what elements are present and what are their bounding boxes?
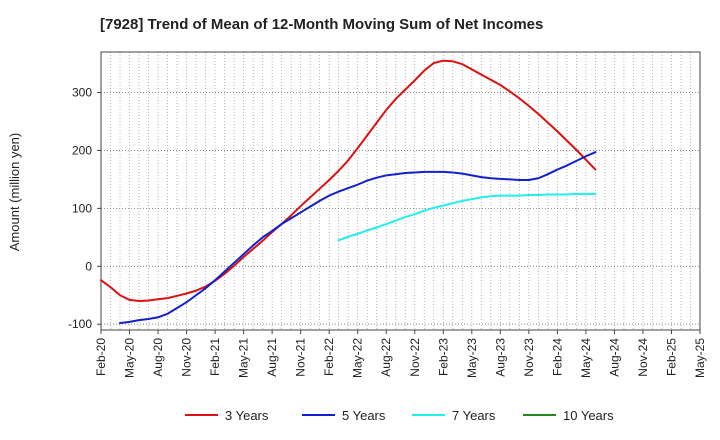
chart-title: [7928] Trend of Mean of 12-Month Moving … [100, 16, 544, 33]
x-tick-label: Nov-23 [522, 338, 536, 377]
x-tick-label: May-23 [465, 338, 479, 378]
legend-label: 5 Years [342, 408, 386, 423]
legend-label: 3 Years [225, 408, 269, 423]
x-tick-label: Aug-22 [379, 338, 393, 377]
x-tick-label: May-20 [123, 338, 137, 378]
y-tick-label: -100 [68, 317, 92, 331]
x-tick-label: Nov-24 [636, 338, 650, 377]
series-line-5-years [119, 151, 597, 325]
x-tick-label: Aug-23 [493, 338, 507, 377]
series-lines [100, 59, 597, 325]
x-tick-label: May-22 [351, 338, 365, 378]
x-tick-label: Feb-25 [664, 338, 678, 376]
x-tick-label: Nov-20 [180, 338, 194, 377]
x-tick-label: Aug-20 [151, 338, 165, 377]
x-tick-label: Aug-21 [265, 338, 279, 377]
y-axis-label: Amount (million yen) [7, 133, 22, 252]
series-line-3-years [100, 59, 597, 303]
y-tick-label: 0 [85, 259, 92, 273]
x-tick-label: May-25 [693, 338, 707, 378]
x-tick-label: Nov-22 [408, 338, 422, 377]
x-tick-label: Aug-24 [607, 338, 621, 377]
grid-lines [100, 52, 701, 330]
legend-label: 7 Years [452, 408, 496, 423]
y-tick-label: 300 [72, 86, 92, 100]
series-line-7-years [337, 192, 597, 242]
x-tick-label: Feb-23 [436, 338, 450, 376]
x-tick-label: Feb-20 [94, 338, 108, 376]
x-tick-label: Nov-21 [294, 338, 308, 377]
plot-frame [100, 51, 701, 331]
y-tick-label: 100 [72, 201, 92, 215]
plot-area [101, 52, 700, 330]
axes [97, 51, 701, 334]
x-tick-label: Feb-22 [322, 338, 336, 376]
x-tick-label: Feb-24 [550, 338, 564, 376]
y-tick-label: 200 [72, 143, 92, 157]
legend-label: 10 Years [563, 408, 614, 423]
tick-labels: -100 0 100 200 300 Feb-20 May-20 Aug-20 Nov-20 Fe… [68, 86, 707, 378]
x-tick-label: Feb-21 [208, 338, 222, 376]
x-tick-label: May-24 [579, 338, 593, 378]
x-tick-label: May-21 [237, 338, 251, 378]
legend: 3 Years 5 Years 7 Years 10 Years [185, 408, 614, 423]
